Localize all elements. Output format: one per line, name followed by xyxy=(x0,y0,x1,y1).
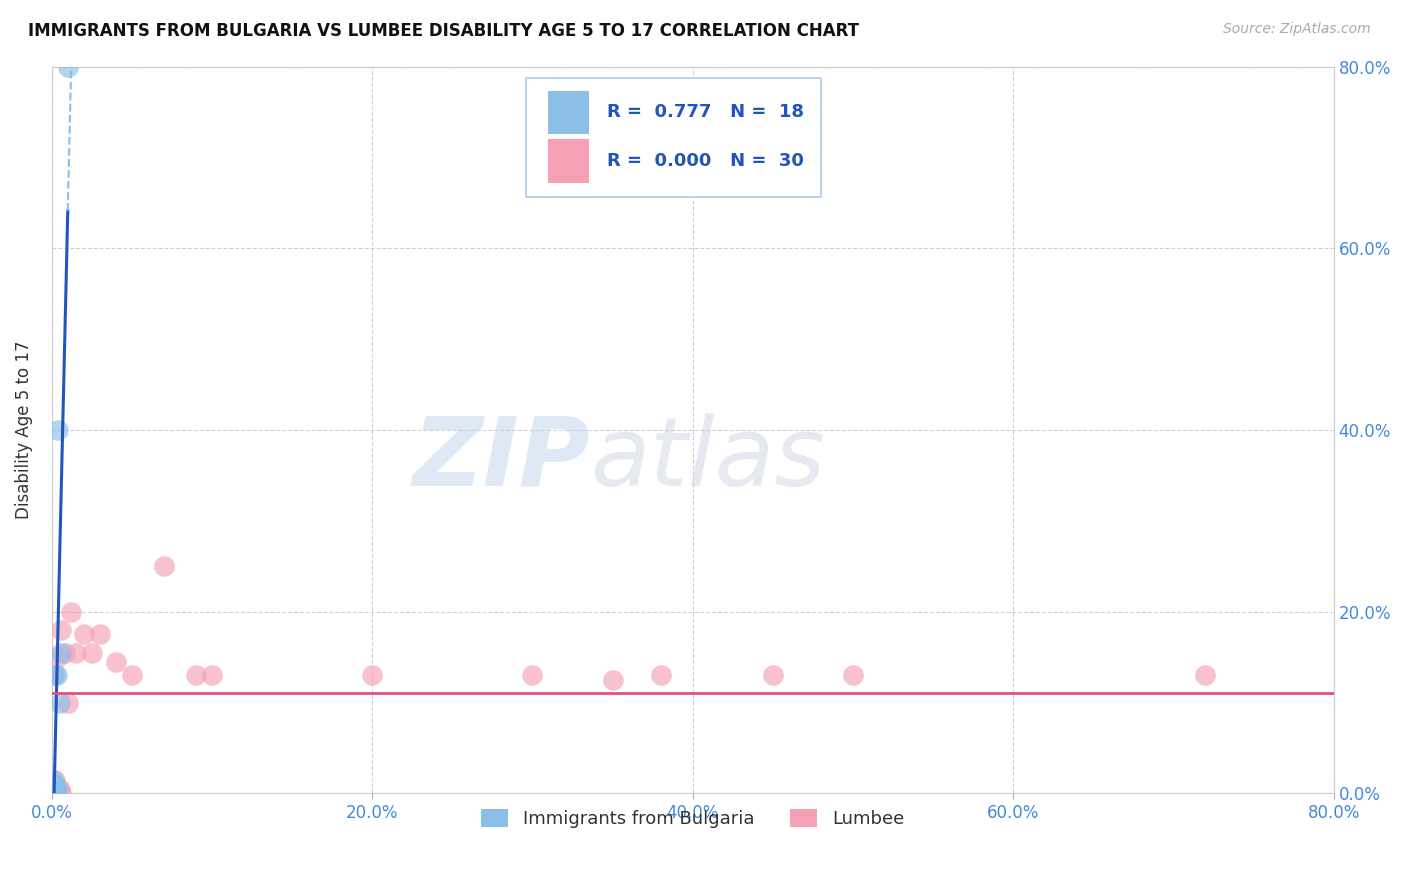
Point xyxy=(121,668,143,682)
Point xyxy=(73,627,96,641)
Bar xyxy=(548,91,589,134)
Legend: Immigrants from Bulgaria, Lumbee: Immigrants from Bulgaria, Lumbee xyxy=(474,801,911,835)
Point xyxy=(42,777,65,791)
Point xyxy=(51,646,73,660)
Point xyxy=(762,668,785,682)
Text: IMMIGRANTS FROM BULGARIA VS LUMBEE DISABILITY AGE 5 TO 17 CORRELATION CHART: IMMIGRANTS FROM BULGARIA VS LUMBEE DISAB… xyxy=(28,22,859,40)
Point xyxy=(522,668,544,682)
Point xyxy=(44,786,66,800)
Point xyxy=(650,668,672,682)
Point xyxy=(42,781,65,796)
Point xyxy=(42,786,65,800)
Point xyxy=(46,781,69,796)
Point xyxy=(46,650,69,665)
Point xyxy=(49,781,72,796)
Point xyxy=(59,605,82,619)
Point xyxy=(42,772,65,787)
Text: ZIP: ZIP xyxy=(412,412,591,506)
Point xyxy=(602,673,624,687)
Point xyxy=(44,786,66,800)
Point xyxy=(42,781,65,796)
Point xyxy=(842,668,865,682)
Point xyxy=(51,623,73,637)
Point xyxy=(44,781,66,796)
Point xyxy=(42,786,65,800)
Point xyxy=(56,60,79,74)
Text: atlas: atlas xyxy=(591,412,825,506)
FancyBboxPatch shape xyxy=(526,78,821,197)
Point xyxy=(89,627,111,641)
Point xyxy=(53,646,76,660)
Point xyxy=(45,786,67,800)
Point xyxy=(46,423,69,437)
Text: R =  0.777   N =  18: R = 0.777 N = 18 xyxy=(607,103,804,121)
Point xyxy=(56,696,79,710)
Point xyxy=(201,668,224,682)
Point xyxy=(42,786,65,800)
Text: R =  0.000   N =  30: R = 0.000 N = 30 xyxy=(607,152,804,170)
Point xyxy=(42,786,65,800)
Y-axis label: Disability Age 5 to 17: Disability Age 5 to 17 xyxy=(15,341,32,519)
Point xyxy=(45,781,67,796)
Point xyxy=(45,781,67,796)
Point xyxy=(153,559,176,574)
Point xyxy=(44,772,66,787)
Point xyxy=(80,646,103,660)
Point xyxy=(42,668,65,682)
Point xyxy=(1194,668,1216,682)
Point xyxy=(49,696,72,710)
Point xyxy=(44,777,66,791)
Point xyxy=(65,646,87,660)
Point xyxy=(361,668,384,682)
Point xyxy=(45,668,67,682)
Text: Source: ZipAtlas.com: Source: ZipAtlas.com xyxy=(1223,22,1371,37)
Point xyxy=(44,786,66,800)
Bar xyxy=(548,139,589,183)
Point xyxy=(184,668,207,682)
Point xyxy=(44,668,66,682)
Point xyxy=(51,786,73,800)
Point xyxy=(104,655,127,669)
